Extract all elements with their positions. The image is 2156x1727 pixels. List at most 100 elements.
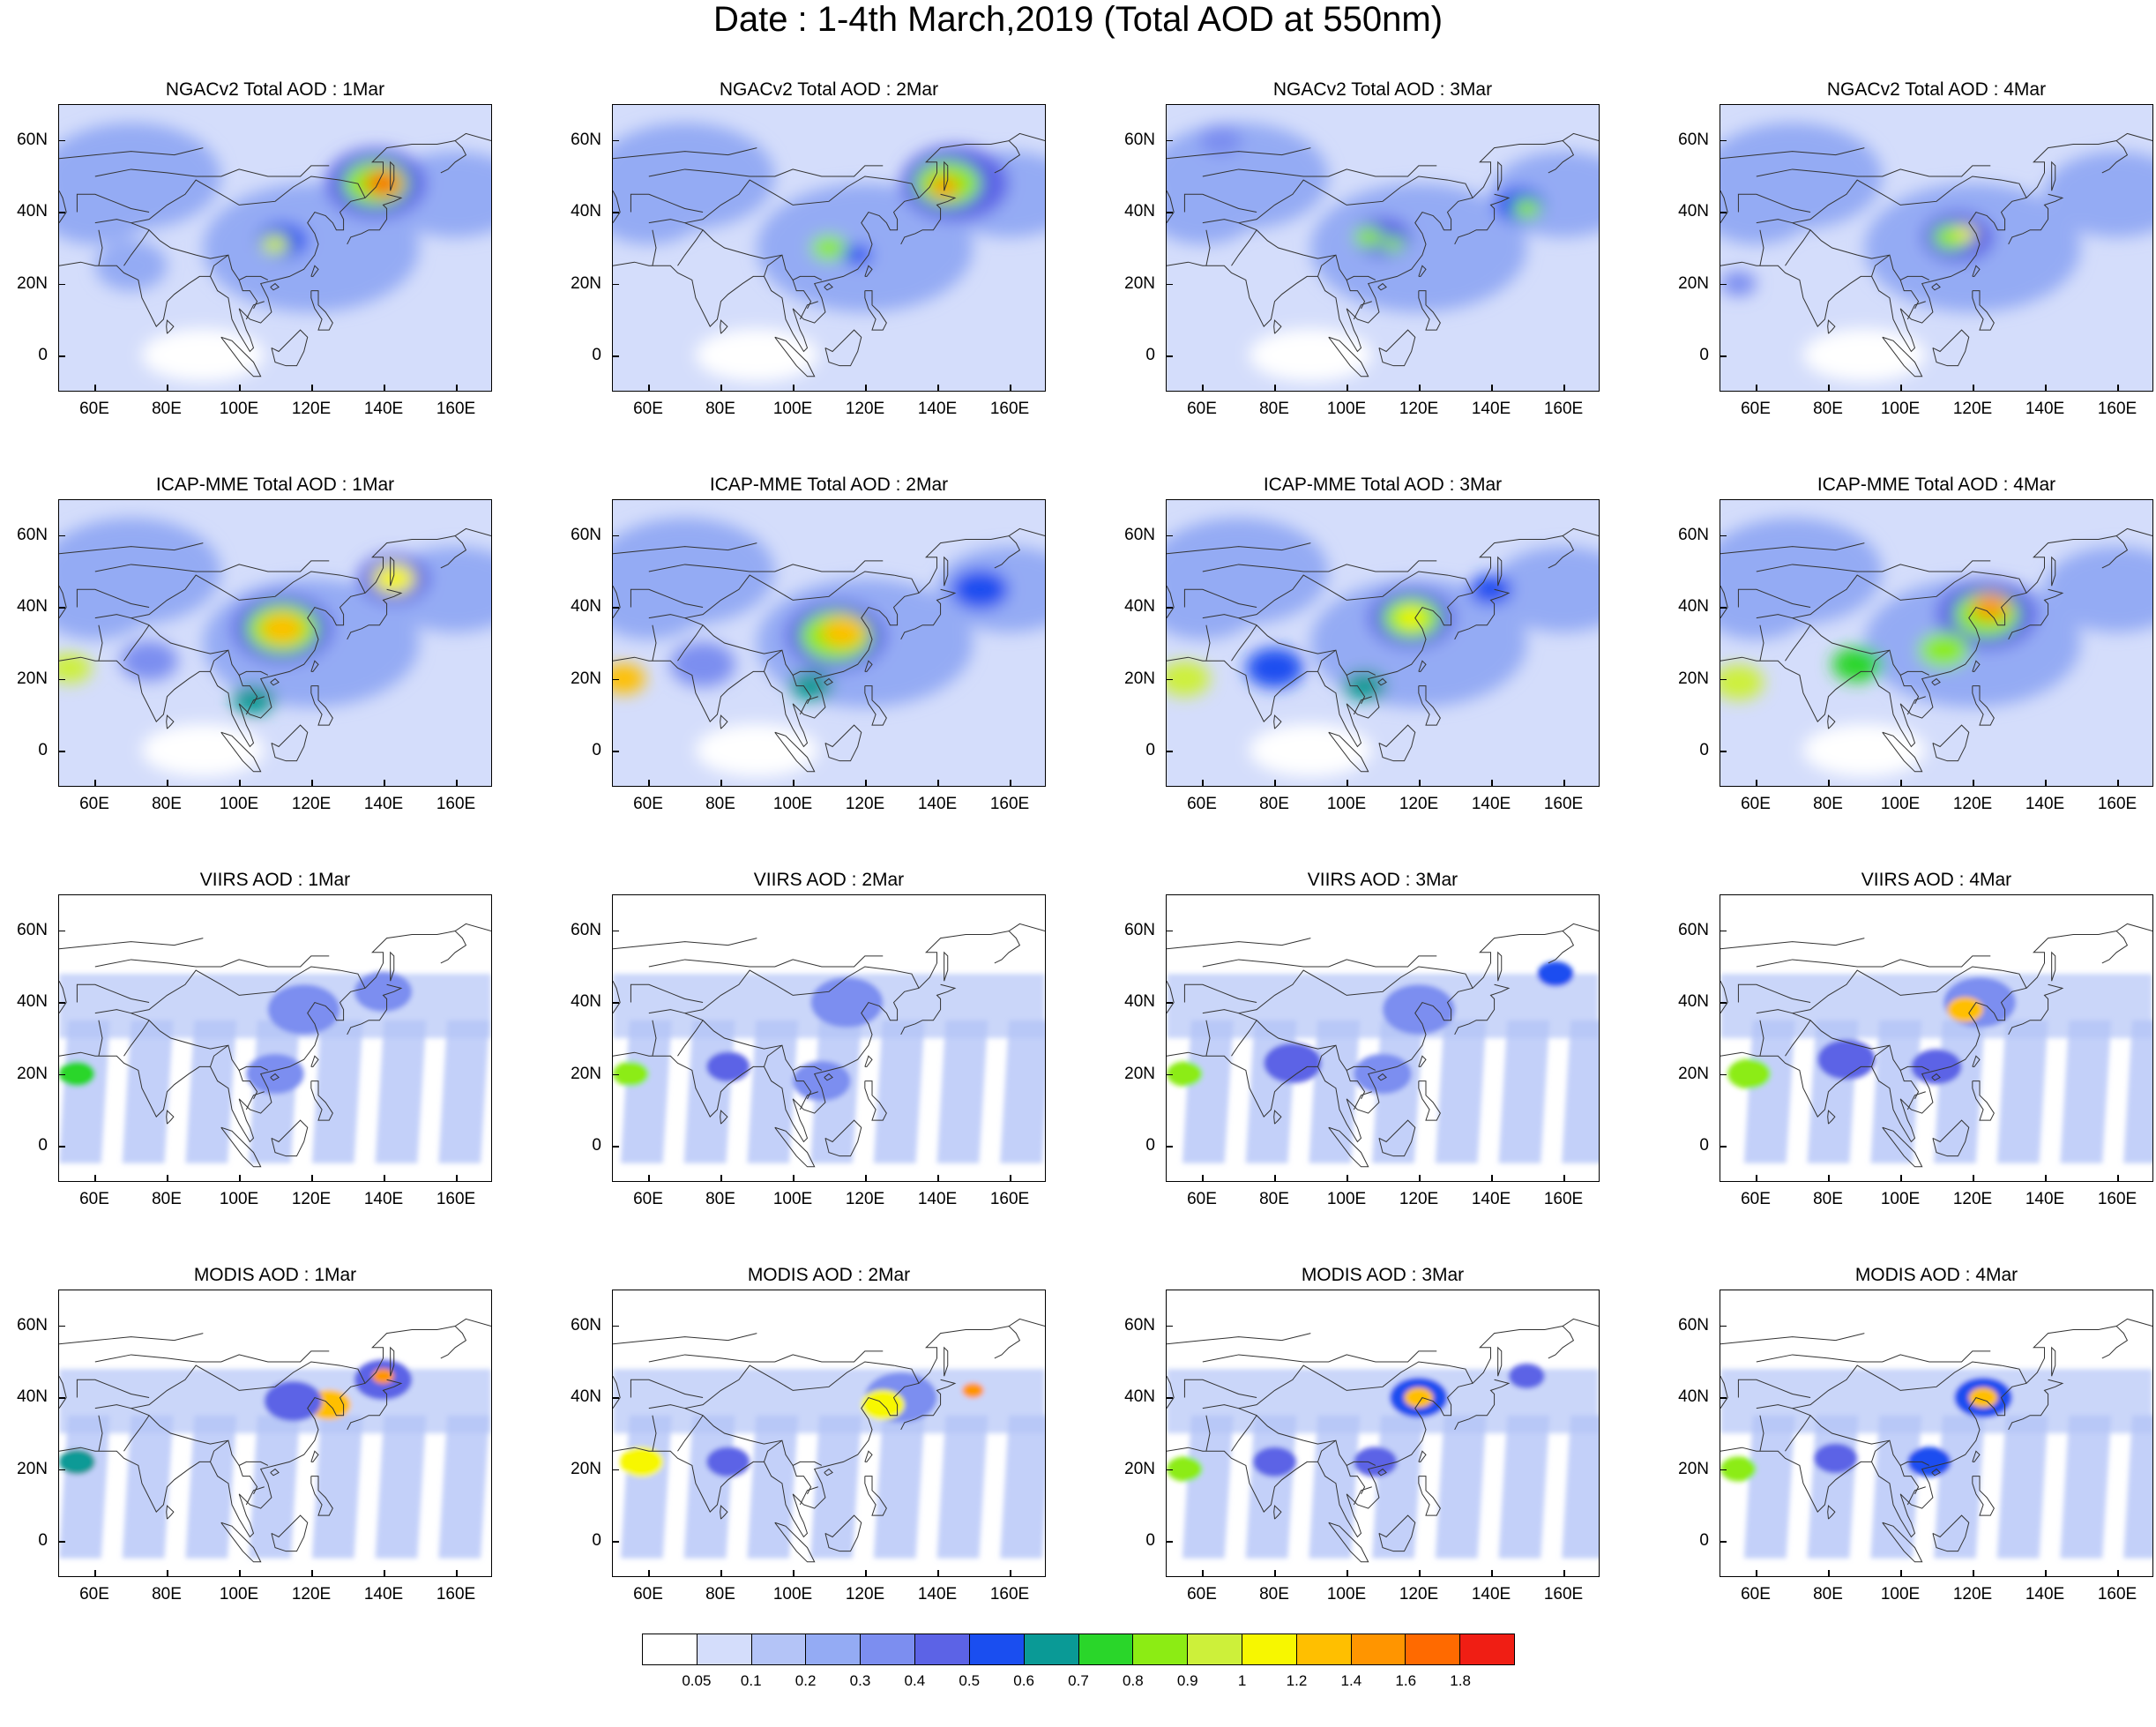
lon-tick-label: 100E (1326, 795, 1367, 813)
coastline (1231, 229, 1257, 266)
coastline (390, 951, 395, 982)
aod-field (1167, 105, 1599, 391)
coastline (613, 980, 621, 1013)
satellite-swath (185, 1415, 237, 1559)
map-panel: VIIRS AOD : 4Mar 60N 40N 20N 0 60E 80E 100E 120E… (1661, 870, 2155, 1222)
lat-tick-label: 0 (1145, 741, 1155, 760)
coastline (630, 1379, 704, 1399)
coastline (1720, 132, 2152, 353)
coastline (613, 585, 621, 618)
coastline (1418, 1055, 1427, 1067)
coastline (1931, 1073, 1941, 1081)
aod-plume (94, 240, 168, 291)
aod-plume (1354, 227, 1383, 248)
coastline (1785, 624, 1811, 662)
lat-tick (58, 212, 65, 213)
coastline (1273, 1110, 1282, 1125)
lat-tick-label: 20N (1678, 1064, 1709, 1083)
panel-title: ICAP-MME Total AOD : 4Mar (1817, 475, 2056, 495)
coastline (131, 222, 269, 281)
coastline (271, 724, 309, 762)
coastline (864, 1080, 887, 1121)
coastline (166, 1110, 175, 1125)
coastline (1827, 319, 1836, 334)
clean-region (141, 328, 265, 382)
lat-tick-label: 60N (1678, 1315, 1709, 1334)
lon-tick-label: 80E (1813, 1585, 1843, 1604)
coastline (1377, 282, 1387, 291)
lon-tick-label: 140E (1471, 1585, 1511, 1604)
coastline (390, 161, 395, 191)
coastline (1720, 542, 1865, 555)
coastline (1167, 190, 1175, 223)
colorbar-label: 1 (1237, 1672, 1247, 1689)
lon-tick-label: 140E (1471, 795, 1511, 813)
coastline (59, 938, 204, 950)
lon-tick (1756, 385, 1757, 392)
lon-tick (720, 1570, 722, 1577)
lon-tick-label: 140E (917, 795, 958, 813)
lat-tick-label: 60N (571, 1315, 601, 1334)
coastline (613, 190, 621, 223)
aod-field (1720, 1290, 2152, 1576)
aod-plume (1720, 271, 1757, 296)
lon-tick (793, 385, 795, 392)
lon-tick (1828, 1175, 1830, 1182)
lat-tick-label: 0 (1699, 741, 1709, 760)
coastline (1972, 290, 1995, 331)
coastline (390, 556, 395, 587)
lat-tick-label: 20N (1678, 1459, 1709, 1478)
coastline (1720, 527, 2152, 748)
lon-tick-label: 100E (772, 1585, 813, 1604)
coastline (1273, 714, 1282, 729)
coastline (1931, 1468, 1941, 1477)
coastline (220, 1521, 262, 1563)
lat-tick (612, 1073, 619, 1076)
coastline (764, 649, 783, 672)
aod-region (1167, 575, 1257, 639)
lon-tick (1973, 385, 1974, 392)
coastline (1202, 966, 1473, 1014)
coastline (1756, 966, 2027, 1014)
coastline (774, 1126, 816, 1168)
coastline (1202, 1361, 1473, 1409)
coastline (864, 660, 873, 672)
lon-tick (1274, 385, 1276, 392)
coastline (1418, 660, 1427, 672)
coastline (1202, 1350, 1437, 1363)
coastline (94, 165, 330, 177)
coastline (270, 677, 280, 686)
coastline (1906, 1091, 1926, 1110)
lat-tick (612, 751, 619, 752)
lat-tick-label: 40N (1678, 992, 1709, 1012)
lon-tick-label: 160E (989, 400, 1030, 418)
coastline (648, 571, 920, 619)
coastline (347, 1379, 403, 1431)
aod-plume (1954, 226, 1976, 242)
lat-tick (612, 1541, 619, 1543)
lon-tick-label: 60E (1741, 1585, 1771, 1604)
coastline (1756, 571, 2027, 619)
coastline (1205, 624, 1211, 662)
lat-tick-label: 0 (38, 346, 48, 365)
lon-tick (1419, 385, 1421, 392)
coastline (944, 161, 949, 191)
lon-tick-label: 80E (1259, 1190, 1289, 1208)
lat-tick-label: 60N (1124, 525, 1155, 544)
lat-tick (58, 283, 65, 286)
lon-tick-label: 140E (2025, 1190, 2065, 1208)
aod-plume (1383, 984, 1455, 1035)
lon-tick-label: 140E (917, 400, 958, 418)
coastline (1932, 1514, 1970, 1552)
colorbar-swatch (1024, 1634, 1079, 1664)
colorbar-swatch (1133, 1634, 1189, 1664)
colorbar-label: 0.6 (1013, 1672, 1034, 1689)
colorbar-swatch (1078, 1634, 1134, 1664)
satellite-swath (1000, 1020, 1045, 1163)
coastline (1972, 685, 1995, 726)
lon-tick-label: 120E (291, 1585, 332, 1604)
satellite-swath (1309, 1020, 1361, 1163)
coastline (613, 527, 1045, 748)
lon-tick-label: 100E (1880, 795, 1921, 813)
lat-tick (1166, 751, 1173, 752)
